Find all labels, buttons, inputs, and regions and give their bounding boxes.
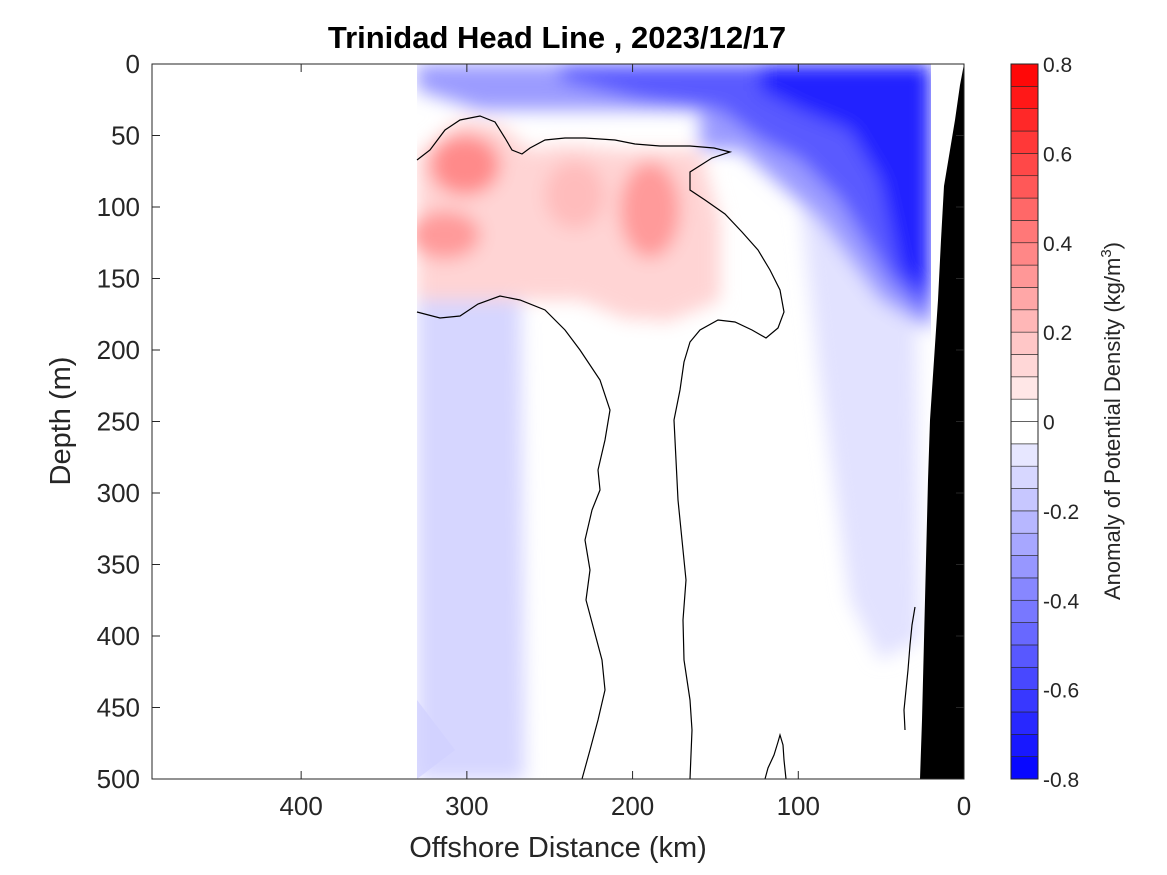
colorbar-segment xyxy=(1010,577,1039,601)
colorbar-label: Anomaly of Potential Density (kg/m3) xyxy=(1098,242,1125,600)
zero-contour-upper xyxy=(416,115,785,780)
x-tick-label: 300 xyxy=(445,791,488,821)
colorbar-segment xyxy=(1010,532,1039,556)
positive-core-1 xyxy=(430,135,500,195)
colorbar-tick-label: 0 xyxy=(1043,412,1055,435)
colorbar-tick-label: -0.2 xyxy=(1043,501,1079,524)
y-tick-label: 100 xyxy=(97,192,140,222)
y-tick-label: 500 xyxy=(97,764,140,794)
positive-core-3 xyxy=(620,162,680,258)
colorbar-ticks: 0.8 0.6 0.4 0.2 0 -0.2 -0.4 -0.6 -0.8 xyxy=(1043,54,1080,792)
colorbar xyxy=(1010,63,1039,780)
colorbar-segment xyxy=(1010,599,1039,623)
colorbar-tick-label: 0.4 xyxy=(1043,233,1073,256)
colorbar-segment xyxy=(1010,108,1039,132)
colorbar-tick-label: -0.4 xyxy=(1043,590,1080,613)
zero-corridor xyxy=(520,320,700,779)
colorbar-segment xyxy=(1010,488,1039,512)
colorbar-tick-label: -0.8 xyxy=(1043,769,1079,792)
colorbar-segment xyxy=(1010,331,1039,355)
zero-contour-deep-1 xyxy=(764,732,787,780)
surface-strong-negative xyxy=(560,64,931,320)
y-tick-label: 150 xyxy=(97,264,140,294)
colorbar-segment xyxy=(1010,309,1039,333)
colorbar-segment xyxy=(1010,220,1039,244)
x-tick-label: 0 xyxy=(957,791,971,821)
positive-core-2 xyxy=(417,211,480,259)
colorbar-label-main: Anomaly of Potential Density (kg/m xyxy=(1100,258,1125,600)
colorbar-tick-label: -0.6 xyxy=(1043,680,1079,703)
chart-title: Trinidad Head Line , 2023/12/17 xyxy=(328,20,786,55)
colorbar-segment xyxy=(1010,63,1039,87)
colorbar-segment xyxy=(1010,376,1039,400)
colorbar-tick-label: 0.8 xyxy=(1043,54,1072,77)
bathymetry-slope xyxy=(920,64,964,779)
y-axis-label: Depth (m) xyxy=(45,357,77,486)
colorbar-segment xyxy=(1010,666,1039,690)
colorbar-segment xyxy=(1010,644,1039,668)
deep-negative-band-2 xyxy=(800,200,920,660)
colorbar-tick-label: 0.2 xyxy=(1043,322,1072,345)
colorbar-segment xyxy=(1010,86,1039,109)
zero-contour-lower xyxy=(416,295,611,780)
x-tick-label: 100 xyxy=(777,791,820,821)
colorbar-segment xyxy=(1010,398,1039,422)
colorbar-segment xyxy=(1010,354,1039,378)
colorbar-segment xyxy=(1010,756,1039,780)
colorbar-segment xyxy=(1010,689,1039,713)
y-tick-label: 0 xyxy=(126,49,140,79)
colorbar-label-exponent: 3 xyxy=(1098,249,1115,257)
deep-negative-band xyxy=(417,190,525,779)
x-tick-label: 400 xyxy=(279,791,322,821)
colorbar-segment xyxy=(1010,622,1039,646)
y-tick-label: 50 xyxy=(111,121,140,151)
surface-core-negative xyxy=(760,64,931,300)
colorbar-segment xyxy=(1010,443,1039,467)
colorbar-frame xyxy=(1010,63,1039,780)
colorbar-segment xyxy=(1010,197,1039,221)
colorbar-label-end: ) xyxy=(1100,242,1125,249)
colorbar-segment xyxy=(1010,711,1039,735)
x-axis: 400 300 200 100 0 xyxy=(279,64,971,821)
positive-core-4 xyxy=(545,161,605,229)
colorbar-segment xyxy=(1010,175,1039,199)
y-tick-label: 200 xyxy=(97,335,140,365)
y-tick-label: 400 xyxy=(97,621,140,651)
zero-contour-deep-2 xyxy=(903,606,916,731)
x-tick-label: 200 xyxy=(611,791,654,821)
near-bottom-negative xyxy=(417,700,455,779)
colorbar-segment xyxy=(1010,734,1039,757)
colorbar-segment xyxy=(1010,287,1039,311)
y-tick-label: 250 xyxy=(97,407,140,437)
colorbar-segment xyxy=(1010,264,1039,288)
colorbar-segment xyxy=(1010,242,1039,266)
colorbar-segment xyxy=(1010,555,1039,579)
x-axis-label: Offshore Distance (km) xyxy=(409,832,707,864)
y-tick-label: 450 xyxy=(97,693,140,723)
colorbar-segment xyxy=(1010,130,1039,154)
colorbar-segment xyxy=(1010,153,1039,177)
y-tick-label: 350 xyxy=(97,550,140,580)
anomaly-field xyxy=(417,64,931,779)
colorbar-segment xyxy=(1010,465,1039,489)
y-axis: 0 50 100 150 200 250 300 350 400 450 500 xyxy=(97,49,964,794)
zero-contours xyxy=(416,115,916,780)
colorbar-segment xyxy=(1010,510,1039,534)
colorbar-tick-label: 0.6 xyxy=(1043,143,1072,166)
y-tick-label: 300 xyxy=(97,478,140,508)
colorbar-segment xyxy=(1010,421,1039,445)
